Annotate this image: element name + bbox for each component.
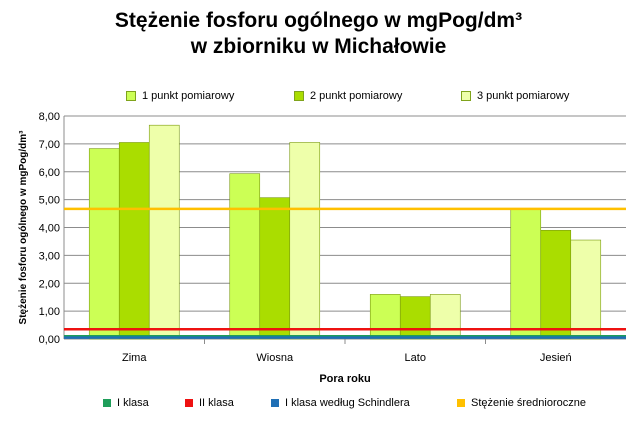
legend-ref-3: I klasa według Schindlera [271,397,410,409]
legend-swatch-ref-2 [185,399,193,407]
bar-lato-series-1 [369,294,401,340]
legend-label-ref-4: Stężenie średnioroczne [471,397,586,409]
legend-series-1: 1 punkt pomiarowy [126,90,234,102]
legend-label-ref-1: I klasa [117,397,149,409]
x-tick-label-4: Jesień [540,352,572,364]
legend-label-series-1: 1 punkt pomiarowy [142,90,235,102]
y-tick-label-3: 3,00 [39,250,60,262]
bar-zima-series-2 [118,142,150,340]
legend-label-series-2: 2 punkt pomiarowy [310,90,403,102]
bar-wiosna-series-1 [229,173,261,340]
bar-zima-series-3 [148,124,180,340]
legend-swatch-ref-3 [271,399,279,407]
bar-lato-series-3 [429,294,461,340]
bar-wiosna-series-3 [289,142,321,340]
legend-swatch-series-3 [461,91,471,101]
chart-title: Stężenie fosforu ogólnego w mgPog/dm³ w … [0,8,637,60]
y-tick-label-6: 6,00 [39,167,60,179]
legend-label-series-3: 3 punkt pomiarowy [477,90,570,102]
legend-swatch-ref-4 [457,399,465,407]
y-tick-label-7: 7,00 [39,139,60,151]
x-tick-label-3: Lato [405,352,426,364]
legend-ref-2: II klasa [185,397,234,409]
legend-series-3: 3 punkt pomiarowy [461,90,569,102]
y-tick-label-2: 2,00 [39,278,60,290]
y-tick-label-8: 8,00 [39,111,60,123]
y-tick-label-4: 4,00 [39,223,60,235]
bar-zima-series-1 [88,148,120,340]
y-axis-title: Stężenie fosforu ogólnego w mgPog/dm³ [18,130,29,325]
bar-lato-series-2 [399,296,431,340]
x-tick-label-1: Zima [122,352,147,364]
y-tick-label-1: 1,00 [39,306,60,318]
chart-title-line-2: w zbiorniku w Michałowie [190,35,447,58]
legend-swatch-series-2 [294,91,304,101]
bar-jesień-series-3 [570,239,602,340]
legend-label-ref-3: I klasa według Schindlera [285,397,410,409]
legend-swatch-ref-1 [103,399,111,407]
legend-series-2: 2 punkt pomiarowy [294,90,402,102]
bar-jesień-series-2 [540,229,572,340]
legend-ref-4: Stężenie średnioroczne [457,397,586,409]
legend-label-ref-2: II klasa [199,397,234,409]
x-tick-label-2: Wiosna [256,352,294,364]
chart-title-line-1: Stężenie fosforu ogólnego w mgPog/dm³ [114,9,523,32]
y-tick-label-0: 0,00 [39,334,60,346]
bar-jesień-series-1 [510,208,542,340]
legend-ref-1: I klasa [103,397,149,409]
y-tick-label-5: 5,00 [39,195,60,207]
legend-swatch-series-1 [126,91,136,101]
x-axis-title: Pora roku [319,373,370,385]
bar-wiosna-series-2 [259,197,291,340]
